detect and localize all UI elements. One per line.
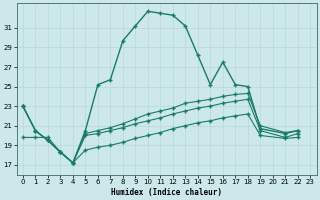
X-axis label: Humidex (Indice chaleur): Humidex (Indice chaleur) <box>111 188 222 197</box>
